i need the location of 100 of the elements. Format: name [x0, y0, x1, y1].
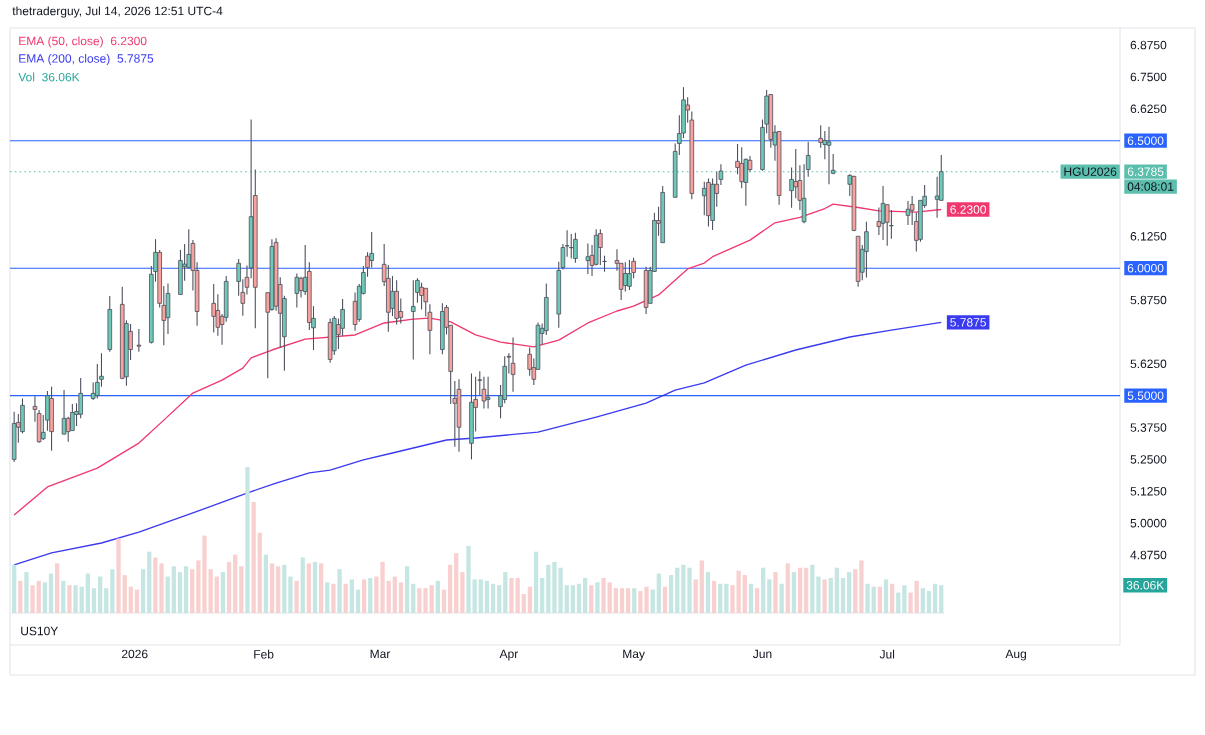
bar: [24, 572, 29, 613]
bar: [619, 588, 625, 613]
bar: [939, 585, 944, 613]
bar: [718, 583, 723, 613]
text: EMA (200, close): [19, 53, 110, 66]
bar: [239, 566, 244, 613]
candlestick: [573, 232, 578, 264]
bar: [865, 583, 870, 613]
bar: [896, 592, 901, 613]
bar: [810, 564, 815, 613]
bar: [920, 588, 925, 613]
bar: [220, 572, 226, 613]
x-tick-label: 2026: [121, 649, 148, 659]
text: 6.2300: [110, 36, 147, 46]
ref-line-label: 6.3785: [1127, 167, 1164, 176]
bar: [134, 589, 140, 613]
bar: [337, 569, 342, 613]
bar: [748, 583, 754, 613]
bar: [711, 580, 717, 613]
bar: [503, 572, 508, 613]
bar: [773, 572, 778, 613]
bar: [761, 567, 766, 613]
y-tick-label: 6.1250: [1130, 232, 1167, 241]
bar: [662, 586, 668, 613]
bar: [404, 566, 410, 613]
bar: [521, 594, 526, 613]
candlestick: [568, 233, 574, 260]
bar: [61, 580, 66, 613]
bar: [883, 579, 889, 613]
bar: [828, 577, 833, 613]
y-tick-label: 6.8750: [1130, 40, 1167, 50]
bar: [122, 575, 127, 613]
bar: [847, 572, 852, 613]
x-tick-label: Mar: [370, 649, 391, 659]
bar: [484, 580, 490, 613]
candlestick: [884, 204, 890, 247]
bar: [497, 585, 502, 613]
bar: [36, 580, 41, 613]
candlestick: [598, 228, 603, 266]
bar: [319, 563, 324, 613]
ref-line-label: 6.5000: [1127, 136, 1164, 145]
x-tick-label: Feb: [254, 649, 274, 659]
bar: [564, 585, 569, 613]
bar: [233, 554, 238, 613]
bar: [97, 576, 103, 613]
bar: [589, 585, 594, 613]
bar: [116, 538, 121, 613]
bar: [177, 572, 183, 613]
bar: [282, 564, 287, 613]
bar: [454, 553, 459, 613]
bar: [288, 576, 293, 613]
y-tick-label: 5.8750: [1130, 295, 1167, 305]
bar: [785, 563, 790, 613]
bar: [533, 551, 539, 613]
bar: [312, 561, 318, 613]
candlestick: [905, 200, 911, 226]
bar: [30, 585, 35, 613]
bar: [490, 583, 496, 613]
bar: [294, 580, 299, 613]
text: 5.7875: [117, 54, 154, 63]
bar: [331, 583, 336, 613]
bar: [269, 563, 275, 613]
bar: [693, 579, 698, 613]
text: thetraderguy, Jul 14, 2026 12:51 UTC-4: [12, 6, 223, 18]
bar: [214, 576, 219, 613]
bar: [914, 580, 919, 613]
candlestick: [410, 279, 416, 360]
bar: [251, 502, 256, 613]
bar: [754, 588, 760, 613]
bar: [12, 564, 17, 613]
bar: [171, 566, 176, 613]
y-tick-label: 5.1250: [1130, 487, 1167, 496]
bar: [67, 585, 72, 613]
bar: [816, 576, 821, 613]
bar: [797, 567, 803, 613]
bar: [91, 588, 97, 613]
bar: [165, 576, 170, 613]
candlestick: [419, 282, 424, 311]
data-label: 5.7875: [950, 318, 986, 327]
bar: [871, 586, 876, 613]
bar: [583, 577, 588, 613]
bar: [675, 567, 680, 613]
y-tick-label: 5.2500: [1130, 455, 1167, 464]
bar: [699, 560, 704, 613]
bar: [595, 582, 600, 613]
bar: [908, 592, 913, 613]
bar: [48, 573, 54, 613]
bar: [441, 589, 447, 613]
bar: [742, 575, 747, 613]
bar: [392, 576, 397, 613]
bar: [85, 573, 90, 613]
candlestick: [623, 261, 628, 293]
bar: [650, 589, 655, 613]
bar: [625, 588, 631, 613]
bar: [386, 580, 391, 613]
bar: [226, 561, 232, 613]
bar: [840, 577, 846, 613]
line-series: [13, 203, 942, 516]
text: 36.06K: [42, 72, 80, 82]
candlestick: [864, 221, 869, 279]
